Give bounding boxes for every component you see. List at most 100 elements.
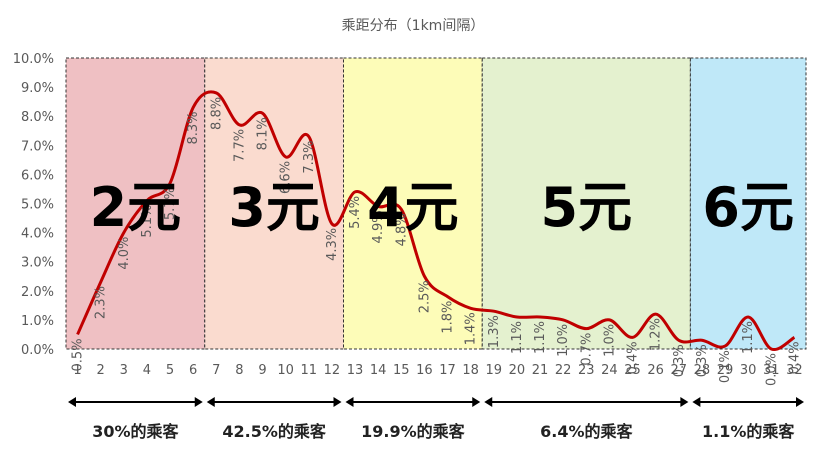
series-line-layer (76, 90, 796, 352)
passenger-share-label-3: 19.9%的乘客 (361, 422, 466, 441)
y-tick-label: 5.0% (21, 198, 54, 213)
share-arrow-right-head (796, 397, 804, 407)
x-tick-label: 4 (143, 363, 151, 378)
data-label: 1.0% (556, 324, 571, 357)
data-label: 4.3% (325, 228, 340, 261)
data-label: 4.8% (394, 213, 409, 246)
x-tick-label: 30 (740, 363, 757, 378)
y-tick-label: 8.0% (21, 110, 54, 125)
x-tick-label: 21 (532, 363, 549, 378)
data-label: 5.1% (140, 205, 155, 238)
x-tick-label: 20 (509, 363, 526, 378)
x-tick-label: 1 (73, 363, 81, 378)
data-label: 1.1% (533, 321, 548, 354)
share-arrow-right-head (680, 397, 689, 407)
data-label: 1.1% (510, 321, 525, 354)
x-tick-label: 11 (301, 363, 318, 378)
fare-zone-4 (481, 57, 691, 350)
x-tick-label: 23 (578, 363, 595, 378)
x-tick-label: 18 (462, 363, 479, 378)
y-tick-label: 0.0% (21, 343, 54, 358)
share-arrow-right-head (333, 397, 342, 407)
x-tick-label: 26 (647, 363, 664, 378)
series-line (76, 90, 796, 352)
fare-zone-1 (65, 57, 206, 350)
x-axis: 1 2 3 4 5 6 7 8 9 10 11 12 13 14 15 16 17 18 19 20 21 22 23 24 2… (73, 363, 802, 378)
y-tick-label: 1.0% (21, 314, 54, 329)
y-tick-label: 4.0% (21, 227, 54, 242)
data-label: 6.6% (279, 161, 294, 194)
x-tick-label: 10 (277, 363, 294, 378)
data-label: 0.3% (695, 344, 710, 377)
x-tick-label: 8 (235, 363, 243, 378)
data-label: 1.8% (441, 301, 456, 334)
y-tick-label: 2.0% (21, 285, 54, 300)
fare-label-4: 5元 (541, 176, 633, 239)
passenger-share-label-2: 42.5%的乘客 (222, 422, 327, 441)
passenger-share-label-5: 1.1%的乘客 (702, 422, 795, 441)
data-label: 8.8% (209, 97, 224, 130)
fare-labels: 2元 3元 4元 5元 6元 (90, 176, 794, 239)
x-tick-label: 25 (624, 363, 641, 378)
data-label: 0.5% (71, 338, 86, 371)
y-tick-label: 7.0% (21, 139, 54, 154)
y-tick-label: 3.0% (21, 256, 54, 271)
passenger-share-label-1: 30%的乘客 (92, 422, 179, 441)
x-tick-label: 22 (555, 363, 572, 378)
data-label: 1.2% (649, 318, 664, 351)
x-tick-label: 12 (324, 363, 341, 378)
data-labels: 0.5% 2.3% 4.0% 5.1% 5.7% 8.3% 8.8% 7.7% 8.1% 6.6%… (71, 97, 803, 386)
x-tick-label: 31 (763, 363, 780, 378)
data-label: 0.4% (626, 341, 641, 374)
data-label: 1.0% (602, 324, 617, 357)
share-arrow-left-head (345, 397, 354, 407)
x-tick-label: 24 (601, 363, 618, 378)
data-label: 5.4% (348, 196, 363, 229)
passenger-share-row: 30%的乘客 42.5%的乘客 19.9%的乘客 6.4%的乘客 1.1%的乘客 (68, 397, 804, 441)
fare-zone-3 (343, 57, 483, 350)
data-label: 1.1% (741, 321, 756, 354)
share-arrow-left-head (484, 397, 493, 407)
data-label: 0.4% (787, 341, 802, 374)
x-tick-label: 28 (694, 363, 711, 378)
y-axis: 0.0% 1.0% 2.0% 3.0% 4.0% 5.0% 6.0% 7.0% 8.0% 9.0%… (13, 52, 54, 358)
data-label: 0.7% (579, 333, 594, 366)
fare-zones (65, 57, 807, 350)
data-label: 5.7% (163, 187, 178, 220)
share-arrow-right-head (472, 397, 481, 407)
fare-zone-5 (689, 57, 807, 350)
share-arrow-left-head (68, 397, 76, 407)
y-tick-label: 10.0% (13, 52, 54, 67)
share-arrow-left-head (206, 397, 215, 407)
data-label: 4.0% (117, 237, 132, 270)
data-label: 0.1% (718, 350, 733, 383)
data-label: 1.3% (487, 315, 502, 348)
x-tick-label: 7 (212, 363, 220, 378)
y-tick-label: 9.0% (21, 81, 54, 96)
share-arrow-right-head (194, 397, 203, 407)
x-tick-label: 32 (786, 363, 803, 378)
share-arrow-left-head (692, 397, 701, 407)
x-tick-label: 13 (347, 363, 364, 378)
data-label: 4.9% (371, 210, 386, 243)
x-tick-label: 27 (671, 363, 688, 378)
fare-label-1: 2元 (90, 176, 182, 239)
chart-title: 乘距分布（1km间隔） (342, 18, 485, 34)
data-label: 2.5% (417, 280, 432, 313)
data-label: 7.7% (232, 129, 247, 162)
x-tick-label: 19 (486, 363, 503, 378)
x-tick-label: 16 (416, 363, 433, 378)
data-label: 0.0% (764, 353, 779, 386)
x-tick-label: 14 (370, 363, 387, 378)
x-tick-label: 9 (258, 363, 266, 378)
fare-label-5: 6元 (702, 176, 794, 239)
fare-label-3: 4元 (367, 176, 459, 239)
x-tick-label: 15 (393, 363, 410, 378)
data-label: 2.3% (94, 286, 109, 319)
x-tick-label: 5 (166, 363, 174, 378)
x-tick-label: 6 (189, 363, 197, 378)
x-tick-label: 3 (120, 363, 128, 378)
data-label: 8.1% (256, 117, 271, 150)
x-tick-label: 29 (717, 363, 734, 378)
